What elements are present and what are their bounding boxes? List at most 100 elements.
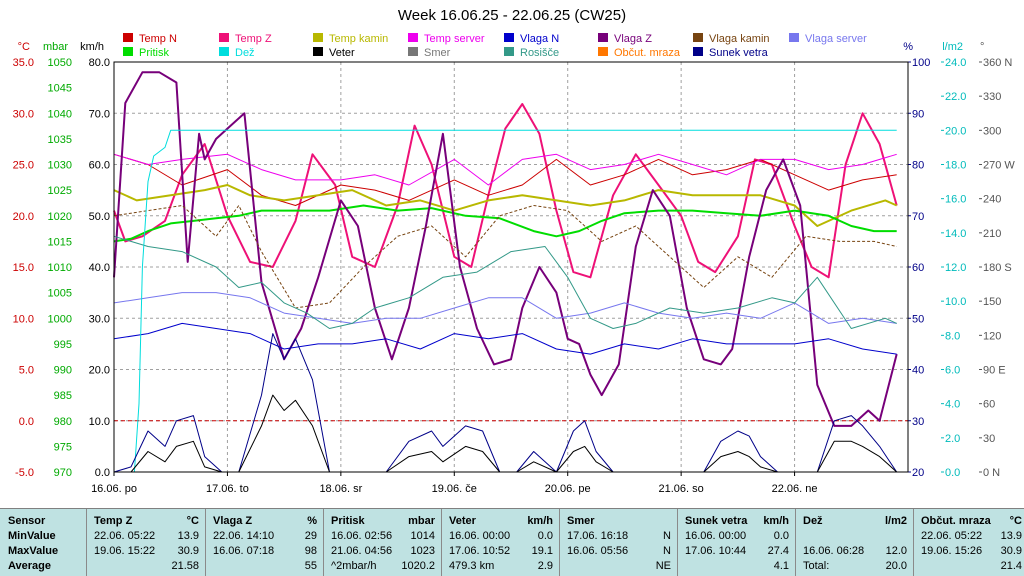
humidity-axis-tick: 100: [912, 57, 930, 69]
legend-label: Temp server: [424, 33, 485, 45]
series-line-vlaga-z: [113, 71, 898, 427]
smer-title: Smer: [567, 515, 595, 527]
pritisk-min-value: 1014: [410, 530, 435, 542]
x-axis-label: 19.06. če: [432, 483, 477, 495]
legend-swatch: [598, 33, 608, 42]
pressure-axis-tick: 990: [54, 365, 72, 377]
pritisk-max-value: 1023: [410, 545, 435, 557]
rain-axis-tick: 16.0: [945, 194, 966, 206]
dez-total-value: 20.0: [885, 560, 907, 572]
stats-col-veter: Veter km/h 16.06. 00:00 0.0 17.06. 10:52 19…: [441, 509, 559, 576]
humidity-axis-tick: 80: [912, 160, 924, 172]
rain-axis-tick: 6.0: [945, 365, 960, 377]
plot-frame: [113, 61, 909, 473]
legend-label: Veter: [329, 47, 355, 59]
right-axes: 100 90 80 70 60 50 40 30 20 24.0 22.0 20.0 18.0 16.0 1…: [908, 57, 1015, 479]
obcut-average: 21.4: [1000, 560, 1022, 572]
pressure-axis-tick: 1030: [48, 160, 72, 172]
rain-axis-tick: 24.0: [945, 57, 966, 69]
pressure-axis-tick: 1020: [48, 211, 72, 223]
stats-col-vlaga-z: Vlaga Z% 22.06. 14:10 29 16.06. 07:18 98 5…: [205, 509, 323, 576]
obcut-title: Občut. mraza: [921, 515, 991, 527]
pressure-axis-tick: 1010: [48, 262, 72, 274]
temp-axis-tick: 10.0: [13, 313, 34, 325]
veter-max-value: 19.1: [531, 545, 553, 557]
dez-max-time: 16.06. 06:28: [803, 545, 865, 557]
wind-axis-tick: 60.0: [89, 160, 110, 172]
humidity-axis-tick: 50: [912, 313, 924, 325]
stats-col-sunek-vetra: Sunek vetra km/h 16.06. 00:00 0.0 17.06. 1…: [677, 509, 795, 576]
vlaga-z-average: 55: [304, 560, 317, 572]
x-axis-label: 21.06. so: [659, 483, 704, 495]
legend-label: Občut. mraza: [614, 47, 681, 59]
stats-col-sensor: Sensor MinValue MaxValue Average: [0, 509, 86, 576]
pressure-axis-tick: 1050: [48, 57, 72, 69]
sunek-average: 4.1: [773, 560, 789, 572]
rain-axis-tick: 2.0: [945, 433, 960, 445]
humidity-axis-tick: 40: [912, 365, 924, 377]
veter-distance: 479.3 km: [449, 560, 495, 572]
series-line-temp-kamin: [113, 184, 898, 227]
sunek-title: Sunek vetra: [685, 515, 748, 527]
direction-axis-tick: 240: [983, 194, 1001, 206]
legend-label: Smer: [424, 47, 451, 59]
minvalue-label: MinValue: [8, 530, 56, 542]
vlaga-z-title: Vlaga Z: [213, 515, 253, 527]
humidity-axis-tick: 70: [912, 211, 924, 223]
rain-axis-tick: 10.0: [945, 296, 966, 308]
temp-z-min-value: 13.9: [177, 530, 199, 542]
sunek-unit: km/h: [763, 515, 789, 527]
chart-legend: Temp N Temp Z Temp kamin Temp server Vlaga N…: [123, 33, 867, 59]
legend-label: Temp Z: [235, 33, 272, 45]
temp-axis-tick: -5.0: [15, 467, 34, 479]
x-axis-labels: 16.06. po 17.06. to 18.06. sr 19.06. če 20.0…: [91, 472, 818, 495]
rain-axis-tick: 4.0: [945, 399, 960, 411]
direction-axis-unit: °: [980, 41, 984, 53]
humidity-axis-tick: 20: [912, 467, 924, 479]
x-axis-label: 16.06. po: [91, 483, 137, 495]
obcut-unit: °C: [1009, 515, 1022, 527]
sensor-label: Sensor: [8, 515, 46, 527]
humidity-axis-tick: 90: [912, 108, 924, 120]
stats-panel: Sensor MinValue MaxValue Average Temp Z °…: [0, 508, 1024, 576]
pritisk-average: 1020.2: [401, 560, 435, 572]
legend-swatch: [598, 47, 608, 56]
wind-axis-tick: 80.0: [89, 57, 110, 69]
legend-label: Vlaga kamin: [709, 33, 770, 45]
legend-label: Rosišče: [520, 47, 559, 59]
series-line-temp-server: [113, 153, 897, 186]
series-line-pritisk: [113, 204, 897, 243]
pressure-axis-unit: mbar: [43, 41, 68, 53]
legend-swatch: [504, 47, 514, 56]
legend-label: Vlaga Z: [614, 33, 652, 45]
smer-max-time: 16.06. 05:56: [567, 545, 629, 557]
pressure-axis-tick: 980: [54, 416, 72, 428]
veter-unit: km/h: [527, 515, 553, 527]
pressure-axis-tick: 1045: [48, 83, 72, 95]
x-axis-label: 20.06. pe: [545, 483, 591, 495]
stats-col-dez: Dež l/m2 16.06. 06:28 12.0 Total: 20.0: [795, 509, 913, 576]
obcut-min-time: 22.06. 05:22: [921, 530, 983, 542]
veter-title: Veter: [449, 515, 476, 527]
legend-swatch: [408, 33, 418, 42]
smer-min-time: 17.06. 16:18: [567, 530, 629, 542]
chart-title: Week 16.06.25 - 22.06.25 (CW25): [398, 7, 626, 24]
series-line-temp-n: [113, 153, 897, 206]
vlaga-z-max-time: 16.06. 07:18: [213, 545, 275, 557]
pressure-axis-tick: 1025: [48, 185, 72, 197]
stats-col-temp-z: Temp Z °C 22.06. 05:22 13.9 19.06. 15:22 30…: [86, 509, 205, 576]
veter-max-time: 17.06. 10:52: [449, 545, 511, 557]
series-line-sunek-vetra: [113, 333, 898, 473]
direction-axis-tick: 300: [983, 125, 1001, 137]
series-line-de-: [114, 129, 897, 473]
direction-axis-tick: 210: [983, 228, 1001, 240]
sunek-max-time: 17.06. 10:44: [685, 545, 747, 557]
direction-axis-tick: 60: [983, 399, 995, 411]
temp-axis-tick: 25.0: [13, 160, 34, 172]
weather-chart: Week 16.06.25 - 22.06.25 (CW25) Temp N Te…: [13, 7, 1016, 495]
vlaga-z-min-value: 29: [304, 530, 317, 542]
dez-unit: l/m2: [884, 515, 907, 527]
smer-average: NE: [655, 560, 671, 572]
direction-axis-tick: 30: [983, 433, 995, 445]
